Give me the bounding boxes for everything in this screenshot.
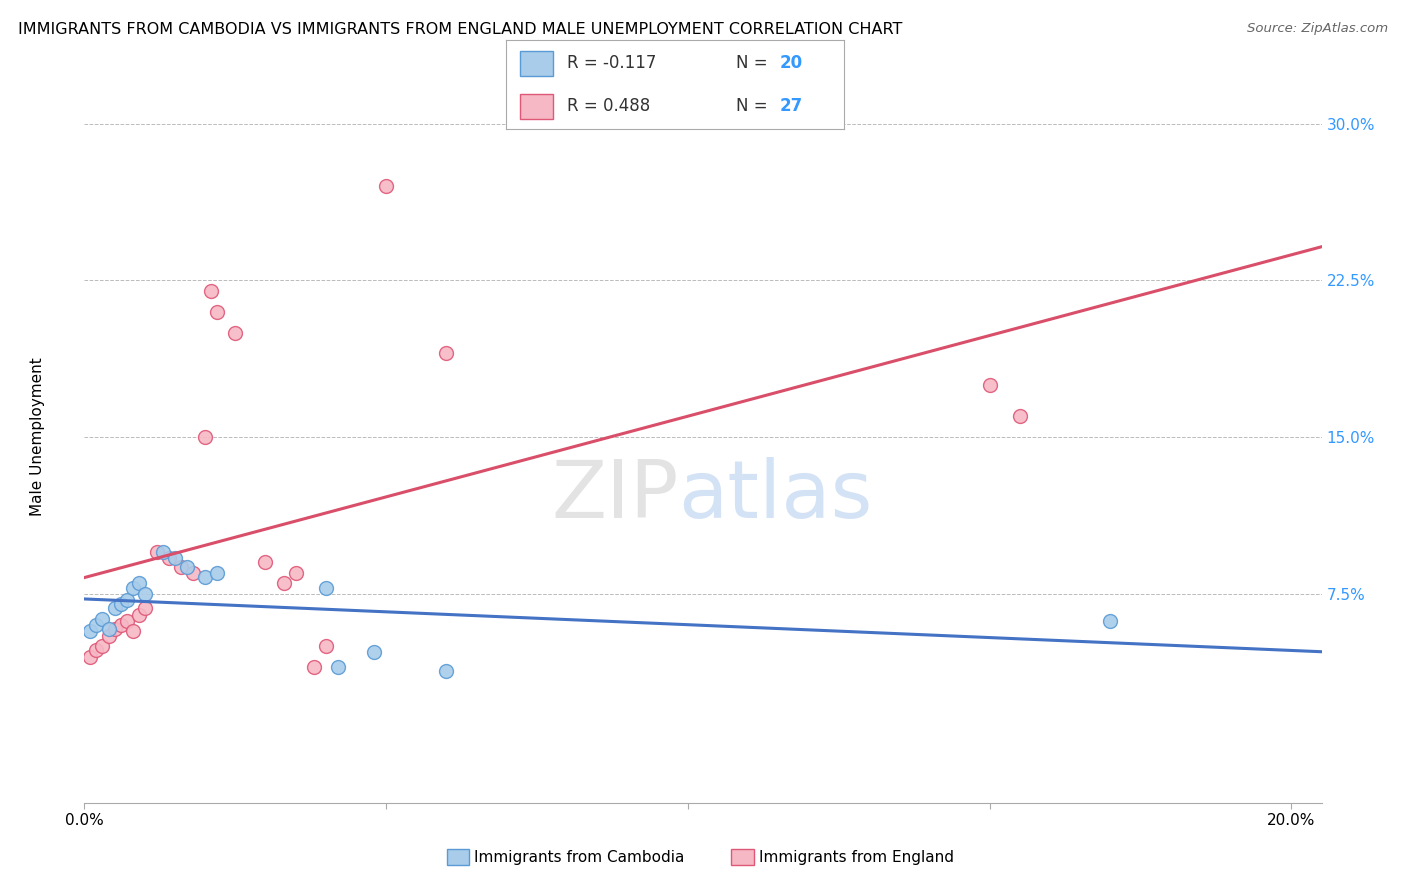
Point bbox=[121, 581, 143, 595]
Text: 20: 20 bbox=[779, 54, 803, 72]
Point bbox=[157, 551, 180, 566]
Point bbox=[302, 660, 325, 674]
Point bbox=[375, 179, 398, 194]
Point bbox=[103, 601, 125, 615]
Point bbox=[315, 639, 337, 653]
Point bbox=[205, 304, 228, 318]
Text: 27: 27 bbox=[779, 97, 803, 115]
Point bbox=[273, 576, 295, 591]
Point bbox=[436, 346, 458, 360]
Point bbox=[194, 570, 217, 584]
Text: Immigrants from England: Immigrants from England bbox=[759, 850, 953, 865]
Point bbox=[163, 551, 186, 566]
Text: IMMIGRANTS FROM CAMBODIA VS IMMIGRANTS FROM ENGLAND MALE UNEMPLOYMENT CORRELATIO: IMMIGRANTS FROM CAMBODIA VS IMMIGRANTS F… bbox=[18, 22, 903, 37]
Point bbox=[146, 545, 169, 559]
Point bbox=[110, 597, 132, 611]
Point bbox=[79, 624, 101, 639]
Point bbox=[979, 377, 1001, 392]
Point bbox=[115, 593, 138, 607]
Text: R = 0.488: R = 0.488 bbox=[567, 97, 650, 115]
Point bbox=[170, 559, 193, 574]
Point bbox=[86, 618, 108, 632]
Point bbox=[205, 566, 228, 580]
Point bbox=[97, 623, 120, 637]
FancyBboxPatch shape bbox=[731, 849, 754, 865]
Text: N =: N = bbox=[735, 97, 772, 115]
Point bbox=[181, 566, 204, 580]
Point bbox=[128, 607, 150, 622]
Point bbox=[97, 629, 120, 643]
Text: Male Unemployment: Male Unemployment bbox=[30, 358, 45, 516]
Point bbox=[326, 660, 349, 674]
Text: Source: ZipAtlas.com: Source: ZipAtlas.com bbox=[1247, 22, 1388, 36]
Point bbox=[134, 601, 156, 615]
Point bbox=[79, 649, 101, 664]
FancyBboxPatch shape bbox=[520, 51, 554, 76]
Text: ZIP: ZIP bbox=[551, 457, 678, 534]
Point bbox=[284, 566, 307, 580]
Point bbox=[194, 430, 217, 444]
Point bbox=[254, 556, 277, 570]
Text: atlas: atlas bbox=[678, 457, 873, 534]
Point bbox=[200, 284, 222, 298]
FancyBboxPatch shape bbox=[447, 849, 470, 865]
Text: N =: N = bbox=[735, 54, 772, 72]
Point bbox=[115, 614, 138, 628]
Point bbox=[363, 645, 385, 659]
Point bbox=[86, 643, 108, 657]
Point bbox=[315, 581, 337, 595]
Point bbox=[91, 639, 114, 653]
Point bbox=[128, 576, 150, 591]
Point bbox=[110, 618, 132, 632]
Text: R = -0.117: R = -0.117 bbox=[567, 54, 657, 72]
Point bbox=[1099, 614, 1122, 628]
Point bbox=[121, 624, 143, 639]
Text: Immigrants from Cambodia: Immigrants from Cambodia bbox=[474, 850, 685, 865]
Point bbox=[91, 612, 114, 626]
Point bbox=[1008, 409, 1031, 424]
FancyBboxPatch shape bbox=[520, 94, 554, 119]
Point bbox=[176, 559, 198, 574]
Point bbox=[103, 623, 125, 637]
Point bbox=[152, 545, 174, 559]
Point bbox=[436, 664, 458, 678]
Point bbox=[134, 587, 156, 601]
Point bbox=[224, 326, 246, 340]
